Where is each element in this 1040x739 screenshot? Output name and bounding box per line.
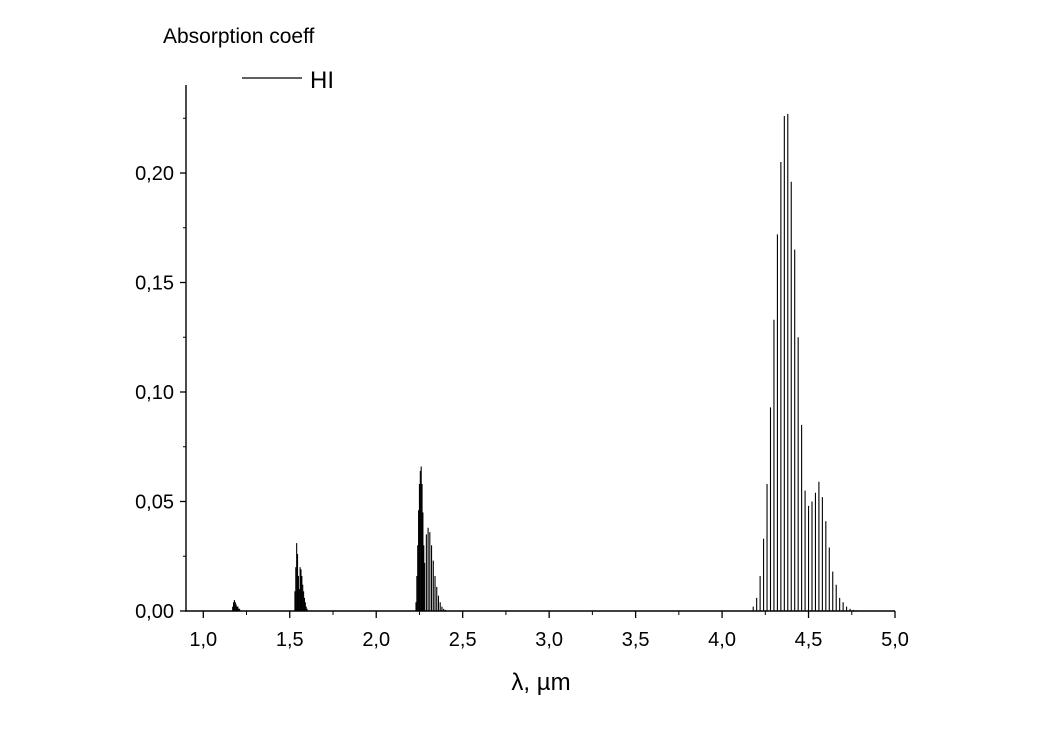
- x-tick-label: 3,5: [622, 629, 650, 651]
- y-axis: 0,00 0,05 0,10 0,15 0,20: [135, 117, 186, 623]
- x-tick-label: 1,0: [189, 629, 217, 651]
- y-axis-title: Absorption coeff: [163, 25, 315, 48]
- y-tick-label: 0,15: [135, 273, 174, 295]
- y-tick-label: 0,05: [135, 492, 174, 514]
- x-axis: 1,0 1,5 2,0 2,5 3,0 3,5 4,0 4,5 5,0: [189, 611, 909, 651]
- x-axis-title: λ, µm: [511, 669, 570, 696]
- x-tick-label: 5,0: [881, 629, 909, 651]
- x-tick-label: 4,0: [708, 629, 736, 651]
- series-hi-lines: [232, 113, 861, 611]
- x-tick-label: 1,5: [276, 629, 304, 651]
- y-tick-label: 0,20: [135, 163, 174, 185]
- x-tick-label: 2,5: [449, 629, 477, 651]
- y-tick-label: 0,00: [135, 601, 174, 623]
- x-tick-label: 2,0: [362, 629, 390, 651]
- x-tick-label: 4,5: [795, 629, 823, 651]
- y-tick-label: 0,10: [135, 382, 174, 404]
- legend-label-hi: HI: [310, 67, 334, 94]
- x-tick-label: 3,0: [535, 629, 563, 651]
